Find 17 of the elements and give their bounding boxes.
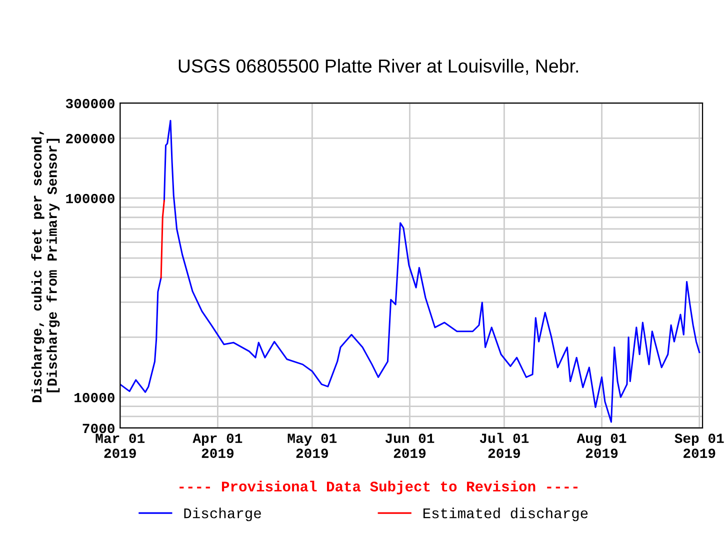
- x-tick-label: Sep 01 2019: [674, 434, 724, 458]
- x-tick-label: Mar 01 2019: [96, 434, 145, 458]
- x-tick-label: Jul 01 2019: [480, 432, 529, 458]
- y-tick-label: 300000: [66, 98, 114, 108]
- y-tick-label: 200000: [66, 134, 114, 144]
- y-tick-label: 10000: [74, 392, 114, 402]
- x-tick-label: May 01 2019: [288, 434, 337, 458]
- x-tick-label: Aug 01 2019: [576, 434, 626, 458]
- text: ---- Provisional Data Subject to Revision ----: [180, 480, 578, 494]
- y-tick-label: 100000: [66, 194, 114, 204]
- x-tick-label: Apr 01 2019: [192, 434, 242, 458]
- x-tick-label: Jun 01 2019: [385, 434, 434, 458]
- y-tick-label: 7000: [82, 424, 114, 434]
- y-axis-title: Discharge, cubic feet per second, [Discharge from Primary Sensor]: [31, 131, 60, 402]
- legend-label: Discharge: [184, 508, 261, 522]
- legend-label: Estimated discharge: [423, 508, 588, 522]
- chart-title: USGS 06805500 Platte River at Louisville, Nebr.: [178, 58, 578, 75]
